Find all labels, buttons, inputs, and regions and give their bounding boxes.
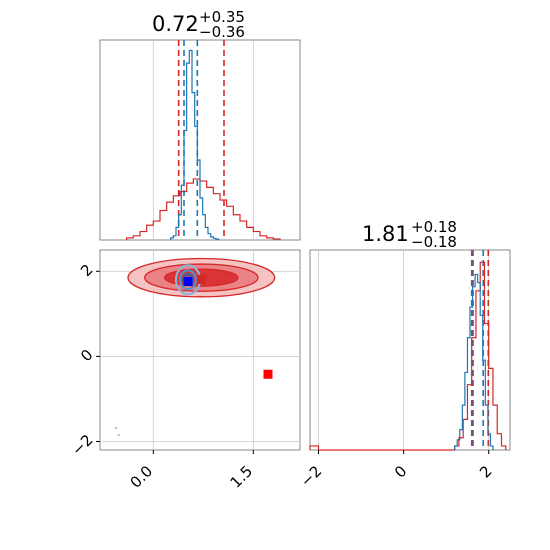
marginal-x-title-plus: +0.35 [199,8,245,26]
marginal-x-title-value: 0.72 [152,12,199,36]
marginal-x-title-minus: −0.36 [199,23,245,41]
marginal-x-hist-blue [170,49,220,240]
joint-outlier-point [117,433,120,437]
marginal-x-hist-red [126,178,281,240]
marginal-y-title-plus: +0.18 [411,218,457,236]
marginal-y-title-value: 1.81 [362,222,409,246]
joint-xtick-label: 1.5 [227,462,257,492]
joint-ytick-label: −2 [68,431,96,459]
joint-marker-red-truth [263,369,273,379]
marginal-y-title: 1.81 [362,222,409,246]
joint-xtick-label: 0.0 [127,462,157,492]
marginal-x-axes [99,39,301,241]
marginal-y-xtick-label: −2 [297,462,325,490]
marginal-y-xtick-label: 2 [476,462,495,481]
marginal-y-axes [309,249,511,451]
marginal-y-title-minus: −0.18 [411,233,457,251]
joint-ytick-label: 0 [77,346,96,365]
joint-outlier-point [114,426,118,430]
joint-contour-blue [178,269,198,291]
joint-marker-red-median [196,274,206,284]
marginal-x-title: 0.72 [152,12,199,36]
marginal-y-hist-blue [454,273,494,450]
marginal-y-xtick-label: 0 [391,462,410,481]
joint-marker-blue [183,276,193,286]
joint-ytick-label: 2 [77,261,96,280]
